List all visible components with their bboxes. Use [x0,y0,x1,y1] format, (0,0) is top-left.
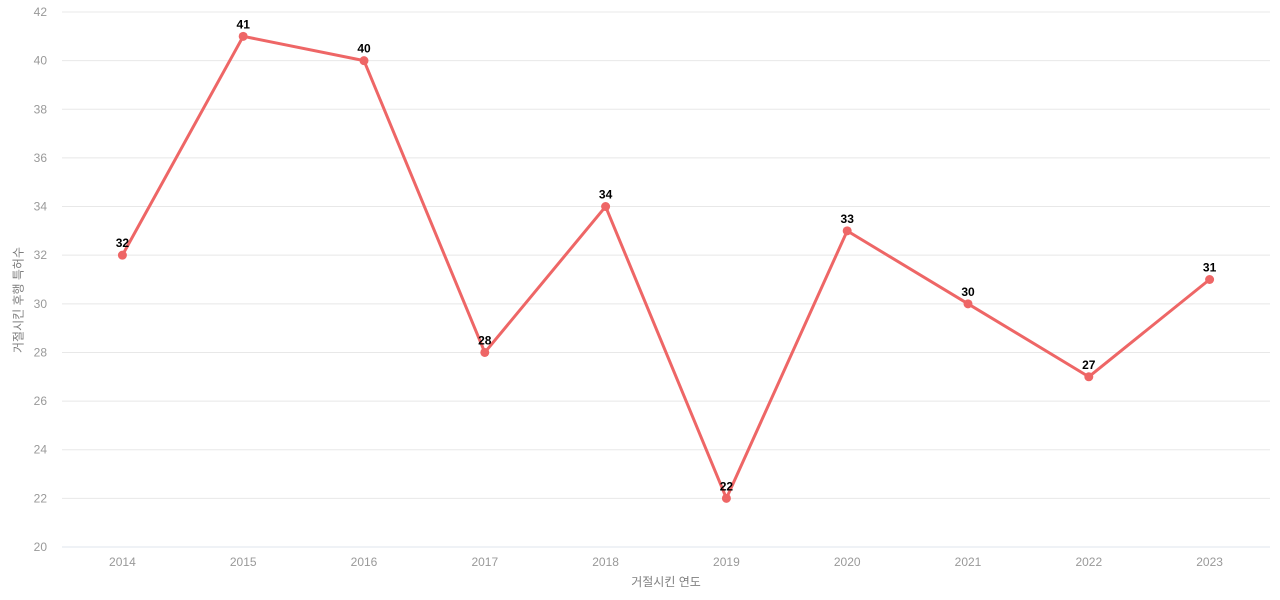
x-tick-label: 2020 [834,555,861,569]
data-label: 27 [1082,358,1096,372]
x-tick-label: 2017 [471,555,498,569]
data-label: 41 [237,17,251,31]
data-point[interactable] [359,56,369,66]
data-label: 31 [1203,261,1217,275]
y-tick-label: 30 [34,297,48,311]
data-label: 40 [357,42,371,56]
y-tick-label: 38 [34,102,48,116]
x-axis-title: 거절시킨 연도 [631,575,701,589]
data-label: 34 [599,188,613,202]
data-point[interactable] [238,31,248,41]
data-point[interactable] [1205,275,1215,284]
data-point[interactable] [117,250,127,260]
y-tick-label: 20 [34,540,48,554]
y-tick-label: 40 [34,54,48,68]
y-tick-label: 22 [34,491,48,505]
data-point[interactable] [721,493,731,503]
y-tick-label: 42 [34,5,48,19]
data-label: 30 [961,285,975,299]
x-tick-label: 2014 [109,555,136,569]
y-tick-label: 32 [34,248,48,262]
x-tick-label: 2021 [955,555,982,569]
y-tick-label: 36 [34,151,48,165]
x-tick-label: 2015 [230,555,257,569]
data-point[interactable] [842,226,852,236]
y-tick-label: 28 [34,345,48,359]
x-tick-label: 2016 [351,555,378,569]
line-series [120,34,1212,500]
data-label: 32 [116,236,130,250]
data-point[interactable] [480,347,490,357]
x-tick-label: 2022 [1075,555,1102,569]
data-label: 22 [720,479,734,493]
y-tick-label: 24 [34,443,48,457]
x-tick-label: 2023 [1196,555,1223,569]
y-tick-label: 34 [34,200,48,214]
data-point[interactable] [1084,372,1094,382]
data-label: 33 [841,212,855,226]
data-point[interactable] [963,299,973,309]
y-axis-title: 거절시킨 후행 특허수 [11,246,26,354]
x-tick-label: 2019 [713,555,740,569]
data-point[interactable] [601,202,611,212]
data-label: 28 [478,333,492,347]
y-tick-label: 26 [34,394,48,408]
x-tick-label: 2018 [592,555,619,569]
